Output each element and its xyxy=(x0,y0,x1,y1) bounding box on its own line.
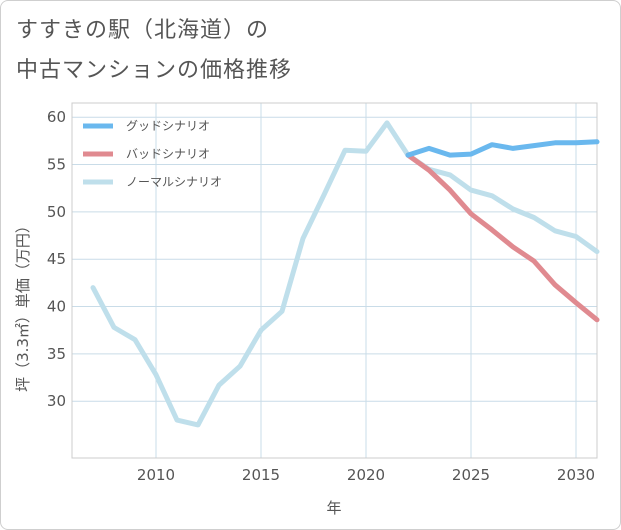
x-tick-label: 2015 xyxy=(242,466,280,484)
x-tick-label: 2030 xyxy=(557,466,595,484)
grid-lines xyxy=(72,103,597,458)
series-line xyxy=(90,120,600,428)
y-tick-label: 55 xyxy=(47,156,66,174)
y-tick-label: 45 xyxy=(47,250,66,268)
chart-title-line2: 中古マンションの価格推移 xyxy=(16,58,293,83)
y-tick-label: 30 xyxy=(47,392,66,410)
y-tick-label: 35 xyxy=(47,345,66,363)
series-line xyxy=(405,139,600,158)
x-axis-label: 年 xyxy=(326,499,341,517)
y-axis-label: 坪（3.3㎡）単価（万円） xyxy=(14,218,32,392)
x-tick-label: 2010 xyxy=(137,466,175,484)
legend-label: グッドシナリオ xyxy=(126,119,210,133)
series-lines xyxy=(90,120,600,428)
legend-label: ノーマルシナリオ xyxy=(126,175,222,189)
y-tick-label: 60 xyxy=(47,108,66,126)
y-tick-label: 50 xyxy=(47,203,66,221)
y-tick-label: 40 xyxy=(47,298,66,316)
series-line xyxy=(405,152,600,323)
legend-label: バッドシナリオ xyxy=(126,147,210,161)
plot-area xyxy=(71,102,598,459)
x-tick-label: 2020 xyxy=(347,466,385,484)
tick-labels: 2010 2015 2020 2025 2030 30 35 40 45 50 55 60 xyxy=(47,108,595,484)
chart-title-line1: すすきの駅（北海道）の xyxy=(16,18,270,43)
x-tick-label: 2025 xyxy=(452,466,490,484)
